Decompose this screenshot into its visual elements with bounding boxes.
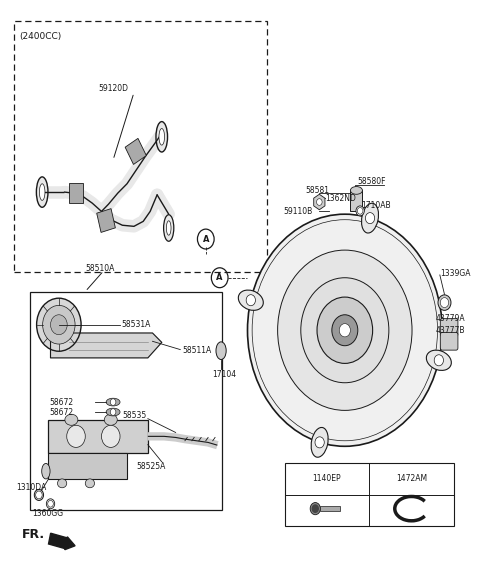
Text: 1362ND: 1362ND (325, 194, 356, 203)
Text: 58672: 58672 (49, 407, 73, 416)
Circle shape (48, 500, 53, 507)
Text: 58531A: 58531A (121, 320, 151, 329)
Circle shape (312, 504, 319, 513)
Circle shape (365, 213, 375, 224)
Ellipse shape (156, 122, 168, 152)
Circle shape (316, 199, 322, 205)
Circle shape (110, 399, 116, 406)
Ellipse shape (106, 408, 120, 416)
Circle shape (50, 315, 67, 335)
Circle shape (246, 295, 255, 306)
Bar (320, 506, 340, 512)
Circle shape (110, 409, 116, 415)
Text: 59110B: 59110B (283, 207, 312, 216)
Ellipse shape (310, 503, 320, 515)
Text: 17104: 17104 (212, 370, 236, 379)
Ellipse shape (361, 203, 379, 233)
Circle shape (339, 324, 350, 337)
Text: A: A (216, 273, 223, 282)
Text: 1710AB: 1710AB (361, 201, 391, 210)
Ellipse shape (106, 398, 120, 406)
Circle shape (357, 208, 363, 214)
Text: FR.: FR. (22, 528, 45, 541)
Text: A: A (203, 234, 209, 243)
Circle shape (67, 425, 85, 448)
Text: 58535: 58535 (122, 411, 146, 420)
Circle shape (315, 437, 324, 448)
Ellipse shape (39, 184, 45, 200)
Circle shape (301, 278, 389, 383)
Text: 1360GG: 1360GG (32, 509, 63, 518)
Circle shape (252, 220, 438, 441)
Circle shape (277, 250, 412, 411)
Ellipse shape (311, 427, 328, 457)
Text: 58580F: 58580F (357, 177, 386, 186)
Bar (125, 139, 146, 164)
Text: 43779A: 43779A (435, 314, 465, 323)
Text: 59120D: 59120D (98, 84, 128, 93)
Circle shape (248, 214, 442, 447)
Ellipse shape (47, 499, 55, 509)
Text: 58525A: 58525A (136, 462, 166, 471)
Text: 58511A: 58511A (182, 346, 212, 355)
FancyArrow shape (48, 533, 75, 550)
Bar (30, 292, 222, 510)
Bar (285, 463, 454, 526)
Text: 43777B: 43777B (435, 326, 465, 335)
Ellipse shape (216, 342, 226, 360)
Text: 58672: 58672 (49, 398, 73, 407)
Text: 1310DA: 1310DA (16, 482, 46, 491)
Bar (69, 183, 84, 203)
Text: 58510A: 58510A (85, 264, 115, 273)
Circle shape (332, 315, 358, 346)
Ellipse shape (34, 489, 44, 500)
FancyBboxPatch shape (440, 333, 458, 350)
Circle shape (36, 298, 81, 351)
Ellipse shape (58, 479, 67, 488)
Text: (2400CC): (2400CC) (19, 32, 61, 41)
Ellipse shape (356, 206, 364, 216)
Bar (96, 209, 115, 232)
Ellipse shape (85, 479, 95, 488)
Bar (48, 453, 127, 480)
Ellipse shape (65, 414, 78, 425)
Ellipse shape (426, 350, 451, 370)
Ellipse shape (350, 187, 362, 194)
Bar (14, 21, 267, 272)
Ellipse shape (164, 215, 174, 241)
Circle shape (434, 355, 444, 366)
Ellipse shape (36, 177, 48, 207)
Text: 1472AM: 1472AM (396, 474, 427, 483)
Text: 1339GA: 1339GA (440, 269, 470, 278)
Ellipse shape (167, 221, 171, 235)
Circle shape (440, 298, 449, 307)
FancyBboxPatch shape (440, 319, 458, 336)
Ellipse shape (42, 463, 50, 479)
Text: 1140EP: 1140EP (312, 474, 341, 483)
Ellipse shape (438, 295, 451, 310)
Circle shape (101, 425, 120, 448)
Polygon shape (50, 333, 162, 358)
Bar (350, 190, 362, 211)
Ellipse shape (239, 290, 264, 310)
Circle shape (36, 491, 42, 499)
Circle shape (43, 305, 75, 344)
Ellipse shape (159, 128, 165, 145)
Ellipse shape (104, 414, 117, 425)
Bar (48, 420, 148, 453)
Text: 58581: 58581 (305, 186, 329, 195)
Circle shape (317, 297, 372, 364)
